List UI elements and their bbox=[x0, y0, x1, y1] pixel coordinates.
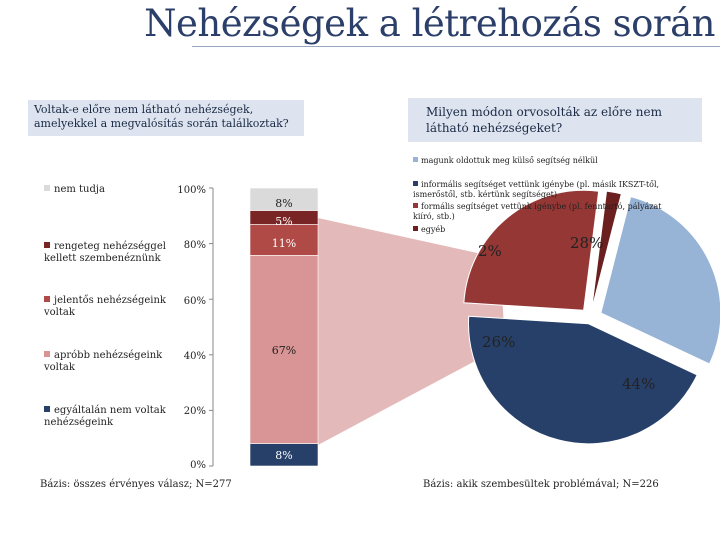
legend-label: jelentős nehézségeink voltak bbox=[44, 295, 166, 318]
y-tick-label: 100% bbox=[177, 185, 206, 196]
pie-slice-egyeb bbox=[591, 190, 622, 311]
legend-label: apróbb nehézségeink voltak bbox=[44, 350, 163, 373]
bar-label-egyaltalan: 8% bbox=[275, 449, 293, 462]
bar-label-rengeteg: 5% bbox=[275, 215, 293, 228]
legend-swatch bbox=[44, 242, 50, 248]
bar-legend-item-jelentos: jelentős nehézségeink voltak bbox=[44, 295, 174, 319]
footnote-right: Bázis: akik szembesültek problémával; N=… bbox=[423, 479, 659, 490]
legend-swatch bbox=[413, 203, 418, 208]
bar-to-pie-connector bbox=[318, 218, 505, 445]
legend-swatch bbox=[413, 157, 418, 162]
y-tick-label: 80% bbox=[183, 240, 206, 251]
legend-swatch bbox=[413, 181, 418, 186]
legend-label: rengeteg nehézséggel kellett szembenéznü… bbox=[44, 241, 166, 264]
pie-legend-item-informalis: informális segítséget vettünk igénybe (p… bbox=[413, 180, 683, 200]
footnote-left: Bázis: összes érvényes válasz; N=277 bbox=[40, 479, 232, 490]
legend-label: magunk oldottuk meg külső segítség nélkü… bbox=[421, 156, 598, 165]
pie-legend-item-magunk: magunk oldottuk meg külső segítség nélkü… bbox=[413, 156, 703, 166]
legend-swatch bbox=[44, 296, 50, 302]
y-tick-label: 60% bbox=[183, 296, 206, 307]
bar-label-aprobb: 67% bbox=[271, 344, 297, 357]
pie-slice-magunk bbox=[600, 196, 720, 365]
legend-label: egyáltalán nem voltak nehézségeink bbox=[44, 405, 166, 428]
legend-label: formális segítséget vettünk igénybe (pl.… bbox=[413, 202, 662, 221]
question-left-box: Voltak-e előre nem látható nehézségek, a… bbox=[28, 100, 304, 136]
legend-swatch bbox=[44, 351, 50, 357]
pie-label-formalis: 26% bbox=[482, 333, 516, 351]
title-underline bbox=[192, 46, 720, 47]
bar-legend-item-nem-tudja: nem tudja bbox=[44, 184, 174, 196]
bar-segment-jelentos bbox=[249, 224, 319, 256]
legend-label: nem tudja bbox=[54, 184, 105, 195]
legend-swatch bbox=[44, 406, 50, 412]
legend-swatch bbox=[44, 185, 50, 191]
pie-chart bbox=[463, 189, 720, 445]
pie-label-egyeb: 2% bbox=[478, 242, 502, 260]
pie-legend-item-formalis: formális segítséget vettünk igénybe (pl.… bbox=[413, 202, 683, 222]
pie-slice-informalis bbox=[468, 315, 698, 445]
pie-slice-formalis bbox=[463, 189, 600, 311]
legend-label: egyéb bbox=[421, 225, 446, 234]
legend-label: informális segítséget vettünk igénybe (p… bbox=[413, 180, 660, 199]
y-tick-label: 40% bbox=[183, 351, 206, 362]
y-tick-label: 20% bbox=[183, 406, 206, 417]
pie-legend-item-egyeb: egyéb bbox=[413, 225, 613, 235]
bar-legend-item-egyaltalan: egyáltalán nem voltak nehézségeink bbox=[44, 405, 174, 429]
stacked-bar bbox=[249, 187, 319, 467]
bar-legend-item-aprobb: apróbb nehézségeink voltak bbox=[44, 350, 174, 374]
bar-segment-nem-tudja bbox=[249, 187, 319, 211]
bar-label-jelentos: 11% bbox=[271, 237, 297, 250]
bar-label-nem-tudja: 8% bbox=[275, 197, 293, 210]
question-right-box: Milyen módon orvosolták az előre nem lát… bbox=[408, 98, 702, 142]
page-title: Nehézségek a létrehozás során bbox=[144, 2, 715, 45]
y-tick-label: 0% bbox=[190, 460, 206, 471]
legend-swatch bbox=[413, 226, 418, 231]
bar-legend-item-rengeteg: rengeteg nehézséggel kellett szembenéznü… bbox=[44, 241, 176, 265]
pie-label-magunk: 28% bbox=[570, 234, 604, 252]
pie-label-informalis: 44% bbox=[622, 375, 656, 393]
